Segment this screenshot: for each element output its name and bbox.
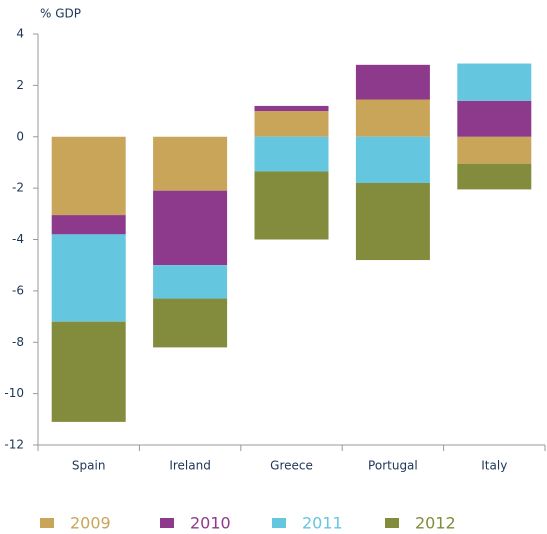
bar-segment [457, 63, 532, 101]
y-tick-label: 2 [16, 78, 24, 92]
legend-swatch [40, 518, 54, 528]
bar-segment [153, 265, 228, 299]
x-tick-label: Portugal [368, 459, 418, 473]
y-tick-label: -2 [12, 181, 24, 195]
legend-label: 2012 [415, 514, 456, 533]
bar-segment [254, 105, 329, 112]
bar-segment [153, 298, 228, 348]
x-tick-label: Ireland [169, 459, 211, 473]
y-tick-label: -8 [12, 335, 24, 349]
bar-segment [254, 136, 329, 172]
x-tick-label: Spain [72, 459, 106, 473]
legend-label: 2011 [302, 514, 343, 533]
legend-swatch [272, 518, 286, 528]
y-tick-label: -10 [4, 386, 24, 400]
bar-segment [51, 234, 126, 322]
bar-segment [355, 99, 430, 137]
bar-segment [153, 136, 228, 191]
bar-segment [457, 100, 532, 137]
y-tick-label: -6 [12, 283, 24, 297]
legend-swatch [160, 518, 174, 528]
bar-segment [254, 171, 329, 240]
y-tick-label: 0 [16, 129, 24, 143]
bar-segment [355, 136, 430, 183]
legend-swatch [385, 518, 399, 528]
y-axis-label: % GDP [40, 7, 81, 21]
y-tick-label: -4 [12, 232, 24, 246]
x-tick-label: Italy [481, 459, 507, 473]
bar-segment [457, 136, 532, 164]
y-tick-label: 4 [16, 27, 24, 41]
bar-segment [355, 64, 430, 100]
bar-segment [51, 321, 126, 422]
x-tick-label: Greece [270, 459, 313, 473]
bar-segment [51, 136, 126, 216]
y-tick-label: -12 [4, 438, 24, 452]
legend-label: 2010 [190, 514, 231, 533]
bar-segment [51, 215, 126, 235]
legend-label: 2009 [70, 514, 111, 533]
bar-segment [153, 190, 228, 266]
bar-segment [457, 163, 532, 190]
bar-segment [254, 111, 329, 137]
bar-segment [355, 182, 430, 261]
